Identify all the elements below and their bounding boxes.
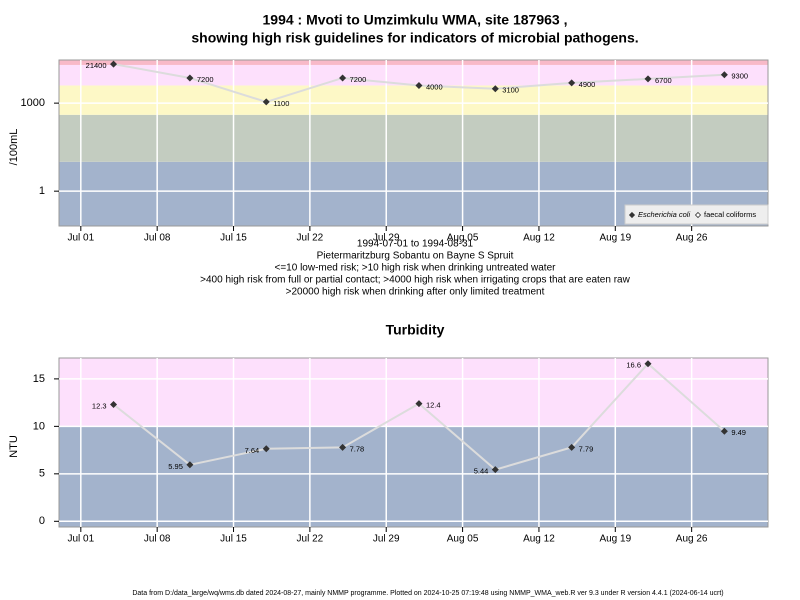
x-tick-label: Jul 22 — [297, 233, 324, 244]
risk-band — [59, 114, 768, 162]
data-label: 4900 — [579, 80, 596, 89]
y-tick-label: 0 — [39, 515, 45, 527]
x-tick-label: Jul 22 — [297, 534, 324, 545]
data-label: 7200 — [197, 75, 214, 84]
x-tick-label: Jul 15 — [220, 534, 247, 545]
data-point — [644, 360, 652, 368]
data-point — [720, 71, 728, 79]
data-point — [110, 401, 118, 409]
risk-band — [59, 64, 768, 86]
data-label: 16.6 — [626, 361, 641, 370]
plot-frame — [58, 357, 769, 528]
data-point — [110, 60, 118, 68]
risk-band — [59, 85, 768, 115]
x-tick-label: Aug 19 — [599, 233, 631, 244]
data-label: 12.3 — [92, 402, 107, 411]
data-point — [415, 400, 423, 408]
data-label: 1100 — [273, 99, 289, 108]
legend-marker — [628, 211, 636, 219]
data-point — [186, 461, 194, 469]
data-point — [262, 98, 270, 106]
data-point — [491, 466, 499, 474]
x-tick-label: Jul 29 — [373, 233, 400, 244]
data-point — [262, 445, 270, 453]
data-point — [568, 443, 576, 451]
chart-title: 1994 : Mvoti to Umzimkulu WMA, site 1879… — [263, 12, 568, 28]
data-point — [415, 81, 423, 89]
data-point — [720, 427, 728, 435]
data-label: 7.78 — [350, 444, 365, 453]
chart-note: <=10 low-med risk; >10 high risk when dr… — [275, 263, 557, 274]
data-label: 7.64 — [245, 446, 260, 455]
x-tick-label: Aug 05 — [447, 534, 479, 545]
y-axis-label: NTU — [8, 435, 20, 458]
y-tick-label: 5 — [39, 468, 45, 480]
legend-marker — [694, 211, 702, 219]
x-tick-label: Aug 05 — [447, 233, 479, 244]
data-label: 6700 — [655, 76, 672, 85]
risk-band — [59, 358, 768, 427]
x-tick-label: Jul 08 — [144, 534, 171, 545]
y-tick-label: 1000 — [21, 97, 45, 109]
x-tick-label: Jul 01 — [67, 534, 94, 545]
chart-note: Pietermaritzburg Sobantu on Bayne S Spru… — [317, 251, 514, 262]
x-tick-label: Aug 12 — [523, 534, 555, 545]
x-tick-label: Aug 19 — [599, 534, 631, 545]
chart-title: Turbidity — [386, 322, 445, 338]
data-point — [644, 75, 652, 83]
chart-note: 1994-07-01 to 1994-08-31 — [357, 239, 474, 250]
x-tick-label: Jul 29 — [373, 534, 400, 545]
data-point — [339, 74, 347, 82]
data-label: 4000 — [426, 82, 443, 91]
data-point — [491, 85, 499, 93]
data-label: 5.44 — [474, 467, 489, 476]
x-tick-label: Jul 15 — [220, 233, 247, 244]
data-point — [568, 79, 576, 87]
data-label: 21400 — [86, 61, 107, 70]
data-label: 12.4 — [426, 401, 441, 410]
chart-title: showing high risk guidelines for indicat… — [191, 30, 638, 46]
data-label: 7.79 — [579, 444, 594, 453]
chart-note: >20000 high risk when drinking after onl… — [286, 287, 545, 298]
y-tick-label: 1 — [39, 185, 45, 197]
chart-note: >400 high risk from full or partial cont… — [200, 275, 630, 286]
x-tick-label: Jul 01 — [67, 233, 94, 244]
data-point — [339, 443, 347, 451]
risk-band — [59, 426, 768, 527]
data-label: 3100 — [502, 86, 519, 95]
x-tick-label: Aug 12 — [523, 233, 555, 244]
data-label: 7200 — [350, 75, 367, 84]
data-label: 5.95 — [168, 462, 183, 471]
x-tick-label: Jul 08 — [144, 233, 171, 244]
data-point — [186, 74, 194, 82]
legend-label: faecal coliforms — [704, 210, 756, 219]
y-axis-label: /100mL — [8, 129, 20, 166]
data-label: 9.49 — [731, 428, 746, 437]
y-tick-label: 10 — [33, 420, 45, 432]
risk-band — [59, 60, 768, 65]
plot-frame — [58, 59, 769, 227]
footer: Data from D:/data_large/wq/wms.db dated … — [132, 590, 723, 597]
x-tick-label: Aug 26 — [676, 233, 708, 244]
x-tick-label: Aug 26 — [676, 534, 708, 545]
data-label: 9300 — [731, 72, 748, 81]
legend-label: Escherichia coli — [638, 210, 690, 219]
y-tick-label: 15 — [33, 373, 45, 385]
